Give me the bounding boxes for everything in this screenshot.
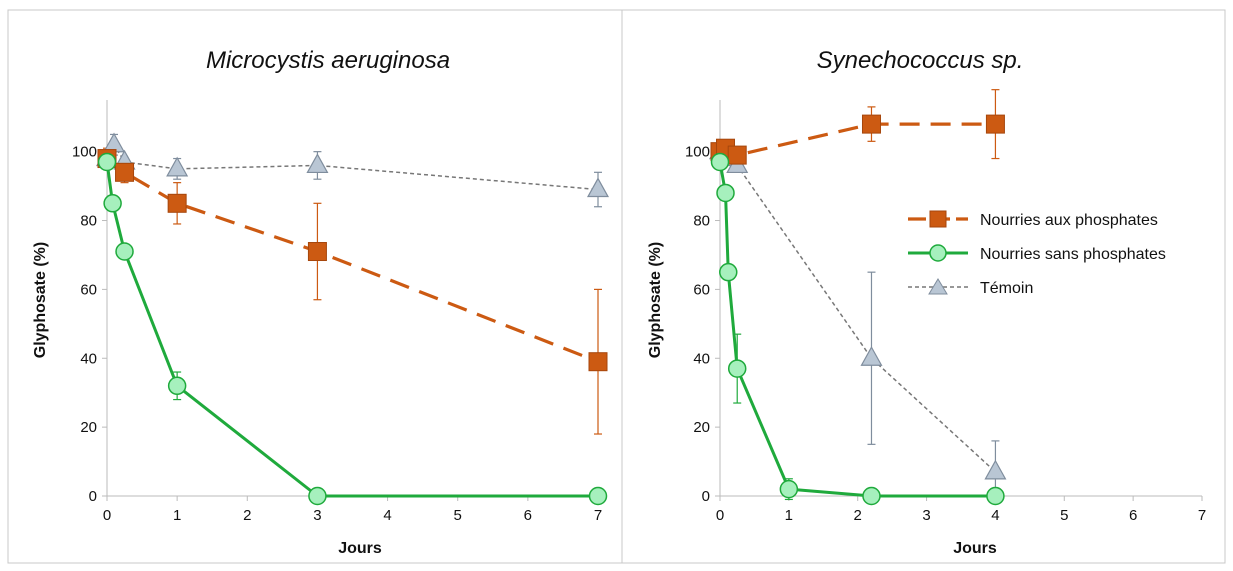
y-tick-label: 0	[702, 488, 710, 505]
data-point-nophos	[779, 479, 799, 499]
data-point-phos	[167, 193, 187, 213]
data-point-temoin	[166, 156, 189, 177]
legend-label: Nourries aux phosphates	[980, 212, 1158, 229]
y-tick-label: 40	[693, 350, 710, 367]
data-point-nophos	[308, 486, 327, 506]
x-axis-label: Jours	[338, 540, 382, 557]
series-line-temoin	[106, 144, 599, 191]
x-tick-label: 6	[1129, 507, 1137, 524]
y-tick-label: 60	[80, 281, 97, 298]
y-tick-label: 40	[80, 350, 97, 367]
y-tick-label: 100	[685, 144, 710, 161]
y-tick-label: 100	[72, 144, 97, 161]
data-point-nophos	[167, 376, 187, 396]
legend-label: Nourries sans phosphates	[980, 246, 1166, 263]
data-point-nophos	[710, 152, 730, 172]
data-point-nophos	[115, 242, 134, 261]
x-tick-label: 7	[594, 507, 602, 524]
legend-entry-temoin: Témoin	[908, 278, 1033, 297]
data-point-temoin	[984, 459, 1007, 480]
x-tick-label: 2	[243, 507, 251, 524]
x-tick-label: 5	[1060, 507, 1068, 524]
chart-title: Microcystis aeruginosa	[206, 47, 450, 74]
x-tick-label: 1	[785, 507, 793, 524]
x-tick-label: 4	[991, 507, 999, 524]
y-tick-label: 20	[693, 419, 710, 436]
data-point-nophos	[588, 486, 608, 506]
y-tick-label: 80	[80, 213, 97, 230]
data-point-nophos	[986, 486, 1005, 506]
legend-entry-nophos: Nourries sans phosphates	[908, 244, 1166, 263]
data-point-phos	[588, 352, 608, 372]
data-point-nophos	[97, 152, 117, 172]
y-tick-label: 60	[693, 281, 710, 298]
data-point-nophos	[719, 262, 738, 282]
legend: Nourries aux phosphates Nourries sans ph…	[908, 210, 1166, 297]
legend-marker-temoin	[928, 278, 948, 295]
data-point-temoin	[306, 153, 329, 174]
x-tick-label: 3	[313, 507, 321, 524]
x-tick-label: 6	[524, 507, 532, 524]
x-tick-label: 7	[1198, 507, 1206, 524]
data-point-phos	[727, 145, 747, 165]
y-axis-label: Glyphosate (%)	[647, 242, 664, 358]
data-point-phos	[307, 242, 327, 262]
x-tick-label: 0	[103, 507, 111, 524]
data-point-phos	[115, 162, 135, 182]
data-point-nophos	[103, 194, 122, 213]
data-point-phos	[861, 114, 881, 134]
chart-panel-synechococcus: Synechococcus sp. Jours Glyphosate (%) 0…	[647, 47, 1206, 557]
legend-entry-phos: Nourries aux phosphates	[908, 210, 1158, 229]
data-point-nophos	[727, 359, 747, 378]
x-tick-label: 5	[454, 507, 462, 524]
figure-border	[7, 9, 1226, 564]
data-point-nophos	[716, 183, 735, 203]
chart-panel-microcystis: Microcystis aeruginosa Jours Glyphosate …	[32, 47, 610, 557]
chart-title: Synechococcus sp.	[817, 47, 1024, 74]
data-point-temoin	[860, 346, 883, 366]
x-tick-label: 3	[922, 507, 930, 524]
data-point-temoin	[586, 177, 610, 198]
data-point-nophos	[862, 486, 881, 506]
y-tick-label: 20	[80, 419, 97, 436]
x-tick-label: 1	[173, 507, 181, 524]
y-tick-label: 0	[89, 488, 97, 505]
x-tick-label: 0	[716, 507, 724, 524]
x-tick-label: 4	[383, 507, 391, 524]
y-tick-label: 80	[693, 213, 710, 230]
x-axis-label: Jours	[953, 540, 997, 557]
x-tick-label: 2	[854, 507, 862, 524]
y-axis-label: Glyphosate (%)	[32, 242, 49, 358]
legend-marker-nophos	[929, 244, 947, 262]
legend-marker-phos	[929, 210, 947, 228]
data-point-phos	[985, 114, 1005, 134]
legend-label: Témoin	[980, 280, 1033, 297]
